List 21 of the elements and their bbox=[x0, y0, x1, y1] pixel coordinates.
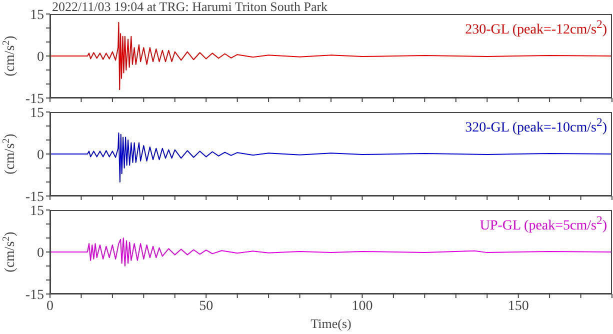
x-tick-label: 100 bbox=[352, 298, 373, 314]
y-tick-label: 0 bbox=[37, 50, 44, 65]
x-axis-title: Time(s) bbox=[310, 316, 352, 331]
x-tick-label: 50 bbox=[199, 298, 214, 314]
line-series bbox=[50, 238, 612, 266]
y-tick-label: 15 bbox=[30, 204, 44, 219]
y-tick-label: -15 bbox=[25, 288, 44, 303]
x-tick-label: 150 bbox=[508, 298, 529, 314]
y-tick-label: -15 bbox=[25, 92, 44, 107]
series-label: UP-GL (peak=5cm/s$^{2}$) bbox=[480, 214, 607, 235]
series-label: 230-GL (peak=-12cm/s$^{2}$) bbox=[465, 18, 607, 39]
y-tick-label: 0 bbox=[37, 246, 44, 261]
y-tick-label: 15 bbox=[30, 8, 44, 23]
y-tick-label: 15 bbox=[30, 106, 44, 121]
y-tick-label: 0 bbox=[37, 148, 44, 163]
chart-title: 2022/11/03 19:04 at TRG: Harumi Triton South Park bbox=[52, 0, 328, 14]
y-tick-label: -15 bbox=[25, 190, 44, 205]
line-series bbox=[50, 132, 612, 182]
series-label: 320-GL (peak=-10cm/s$^{2}$) bbox=[465, 116, 607, 137]
line-series bbox=[50, 22, 612, 90]
x-tick-label: 0 bbox=[46, 298, 54, 314]
